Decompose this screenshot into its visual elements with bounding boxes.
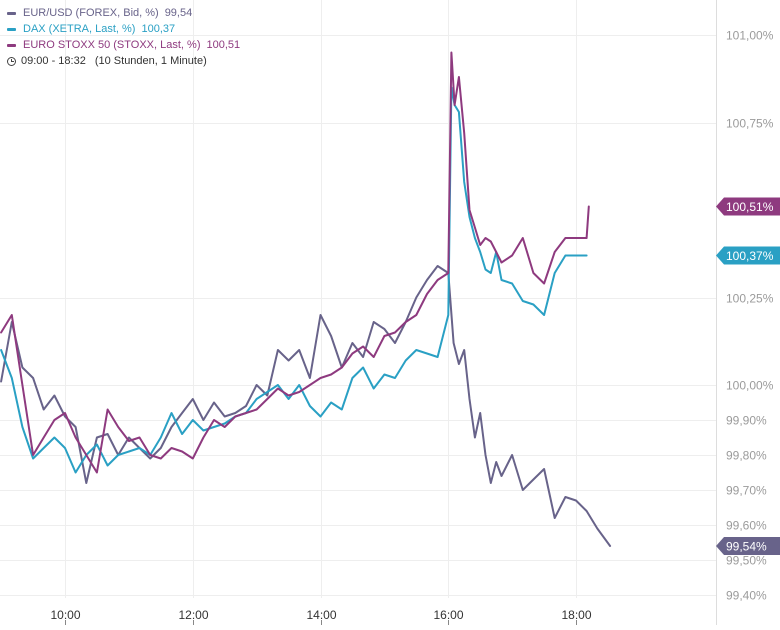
y-tick-label: 99,70% [726, 484, 767, 498]
gridlines [0, 0, 716, 598]
y-tick-label: 99,90% [726, 414, 767, 428]
legend-label: EURO STOXX 50 (STOXX, Last, %) [23, 39, 201, 51]
last-value-marker-dax: 100,37% [716, 246, 780, 265]
legend-item-dax[interactable]: DAX (XETRA, Last, %) 100,37 [7, 21, 240, 37]
legend-item-stoxx[interactable]: EURO STOXX 50 (STOXX, Last, %) 100,51 [7, 37, 240, 53]
last-value-markers: 99,54% 100,37% 100,51% [716, 197, 780, 555]
legend: EUR/USD (FOREX, Bid, %) 99,54 DAX (XETRA… [7, 5, 240, 69]
axes: 101,00% 100,75% 100,25% 100,00% 99,90% 99,80%… [50, 0, 774, 625]
legend-label: DAX (XETRA, Last, %) [23, 23, 136, 35]
x-tick-label: 10:00 [50, 608, 80, 622]
y-tick-label: 99,60% [726, 519, 767, 533]
legend-label: EUR/USD (FOREX, Bid, %) [23, 7, 159, 19]
last-value-label: 100,51% [726, 200, 774, 214]
marker-flag [716, 537, 780, 555]
y-tick-label: 100,75% [726, 117, 774, 131]
time-range-note: (10 Stunden, 1 Minute) [94, 55, 207, 67]
series-line-stoxx[interactable] [0, 51, 590, 474]
marker-flag [716, 197, 780, 216]
legend-value: 100,37 [141, 23, 176, 35]
marker-flag [716, 246, 780, 265]
x-tick-label: 18:00 [561, 608, 591, 622]
series-lines [0, 51, 612, 547]
y-tick-label: 99,50% [726, 554, 767, 568]
x-tick-label: 16:00 [433, 608, 463, 622]
y-tick-label: 101,00% [726, 29, 774, 43]
legend-swatch-dax [7, 27, 16, 31]
legend-item-eurusd[interactable]: EUR/USD (FOREX, Bid, %) 99,54 [7, 5, 240, 21]
last-value-marker-eurusd: 99,54% [716, 537, 780, 555]
legend-value: 100,51 [206, 39, 241, 51]
time-range-row: 09:00 - 18:32 (10 Stunden, 1 Minute) [7, 53, 240, 69]
y-tick-label: 100,00% [726, 379, 774, 393]
x-tick-label: 12:00 [178, 608, 208, 622]
series-line-dax[interactable] [0, 86, 588, 474]
y-tick-label: 99,40% [726, 589, 767, 603]
y-tick-label: 99,80% [726, 449, 767, 463]
legend-swatch-stoxx [7, 43, 16, 47]
last-value-label: 99,54% [726, 540, 767, 554]
legend-value: 99,54 [164, 7, 193, 19]
last-value-marker-stoxx: 100,51% [716, 197, 780, 216]
x-tick-label: 14:00 [306, 608, 336, 622]
series-line-eurusd[interactable] [0, 265, 612, 547]
legend-swatch-eurusd [7, 11, 16, 15]
last-value-label: 100,37% [726, 249, 774, 263]
y-tick-label: 100,25% [726, 292, 774, 306]
time-range: 09:00 - 18:32 [21, 55, 86, 67]
clock-icon [7, 56, 16, 66]
